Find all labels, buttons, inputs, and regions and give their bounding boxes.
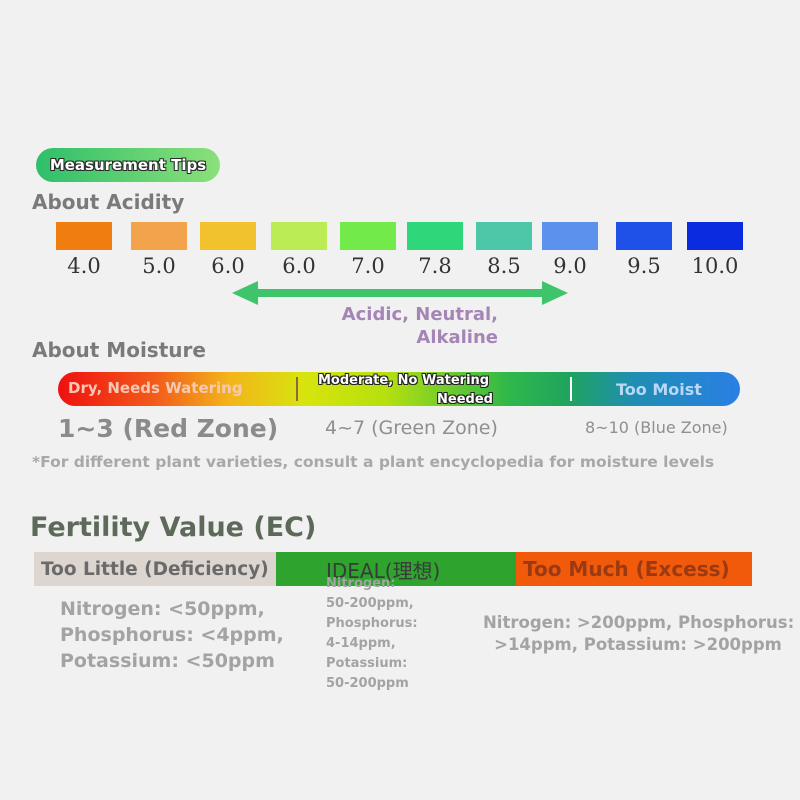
ph-swatch-2 xyxy=(200,222,256,250)
measurement-tips-label: Measurement Tips xyxy=(49,156,207,174)
green-zone-label: 4~7 (Green Zone) xyxy=(325,417,498,439)
measurement-tips-badge: Measurement Tips xyxy=(36,148,220,182)
fertility-ideal-detail: Nitrogen: 50-200ppm, Phosphorus: 4-14ppm… xyxy=(326,576,418,691)
moisture-divider xyxy=(570,377,572,401)
ph-description-line1: Acidic, Neutral, xyxy=(341,304,498,325)
ph-label: 5.0 xyxy=(142,254,176,278)
fertility-too-little-label: Too Little (Deficiency) xyxy=(41,558,269,580)
fertility-ideal-label: IDEAL(理想) xyxy=(326,558,441,583)
moisture-moderate-line2: Needed xyxy=(437,392,493,407)
fertility-too-much-detail-line1: Nitrogen: >200ppm, Phosphorus: xyxy=(483,613,795,632)
ph-label: 4.0 xyxy=(67,254,101,278)
moisture-title: About Moisture xyxy=(32,338,206,362)
ph-swatch-5 xyxy=(407,222,463,250)
fertility-too-much-detail-line2: >14ppm, Potassium: >200ppm xyxy=(494,635,782,654)
ph-description-line2: Alkaline xyxy=(416,327,498,348)
fertility-title: Fertility Value (EC) xyxy=(30,512,317,543)
ph-label: 9.0 xyxy=(553,254,587,278)
ph-label: 9.5 xyxy=(627,254,661,278)
moisture-dry-label: Dry, Needs Watering xyxy=(68,379,243,397)
ph-description: Acidic, Neutral, Alkaline xyxy=(300,303,498,349)
moisture-bar xyxy=(58,372,740,406)
ph-swatch-0 xyxy=(56,222,112,250)
fertility-ideal-segment: IDEAL(理想) xyxy=(276,552,516,586)
ph-label: 6.0 xyxy=(282,254,316,278)
moisture-moist-label: Too Moist xyxy=(616,380,702,399)
moisture-note: *For different plant varieties, consult … xyxy=(32,453,715,471)
ph-label: 7.8 xyxy=(418,254,452,278)
fertility-too-much-label: Too Much (Excess) xyxy=(523,557,730,581)
ph-swatch-9 xyxy=(687,222,743,250)
ph-swatch-4 xyxy=(340,222,396,250)
red-zone-label: 1~3 (Red Zone) xyxy=(58,414,279,443)
ph-label: 8.5 xyxy=(487,254,521,278)
ph-swatch-8 xyxy=(616,222,672,250)
acidity-title: About Acidity xyxy=(32,190,185,214)
ph-label: 7.0 xyxy=(351,254,385,278)
moisture-divider xyxy=(296,377,298,401)
blue-zone-label: 8~10 (Blue Zone) xyxy=(585,418,728,437)
fertility-too-little-segment: Too Little (Deficiency) xyxy=(34,552,276,586)
fertility-too-little-detail: Nitrogen: <50ppm, Phosphorus: <4ppm, Pot… xyxy=(60,598,284,672)
ph-label: 10.0 xyxy=(691,254,739,278)
fertility-too-much-segment: Too Much (Excess) xyxy=(516,552,752,586)
ph-swatch-7 xyxy=(542,222,598,250)
ph-swatch-1 xyxy=(131,222,187,250)
ph-label: 6.0 xyxy=(211,254,245,278)
ph-swatch-3 xyxy=(271,222,327,250)
moisture-moderate-line1: Moderate, No Watering xyxy=(318,373,490,388)
fertility-too-much-detail: Nitrogen: >200ppm, Phosphorus: >14ppm, P… xyxy=(483,612,795,656)
double-arrow-icon xyxy=(232,281,568,305)
ph-swatch-6 xyxy=(476,222,532,250)
